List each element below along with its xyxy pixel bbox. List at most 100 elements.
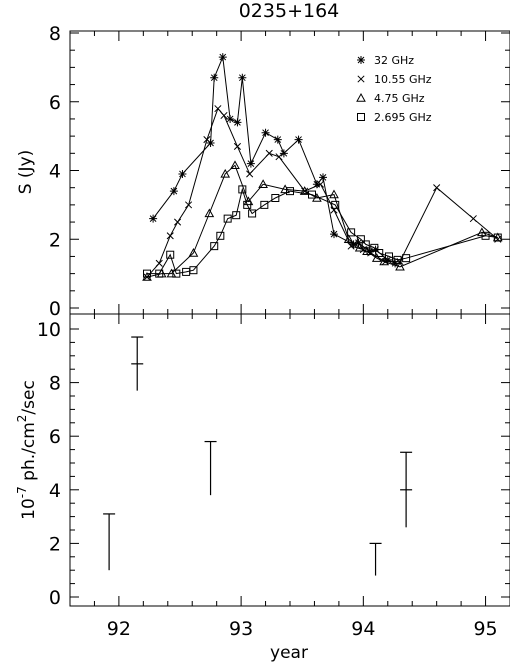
data-point-square [481, 231, 490, 240]
data-point-x [174, 218, 182, 226]
data-point-triangle [379, 256, 389, 266]
data-point-asterisk [279, 149, 288, 158]
bottom-y-axis-label: 10-7 ph./cm2/sec [15, 380, 39, 520]
data-point-triangle [299, 186, 310, 195]
data-point-square [493, 233, 502, 242]
data-point-x [214, 105, 222, 113]
data-point-square [216, 231, 225, 240]
data-point-triangle [395, 261, 405, 271]
bottom-y-tick-label: 6 [49, 426, 61, 448]
data-point-triangle [258, 179, 268, 188]
data-point-triangle [230, 160, 240, 170]
bottom-x-ticks: 92 93 94 95 [69, 314, 510, 640]
data-point-square [238, 185, 247, 194]
data-point-x [203, 136, 211, 144]
bottom-series-group [103, 336, 413, 576]
data-point-asterisk [206, 139, 215, 147]
legend-label: 4.75 GHz [374, 92, 425, 105]
data-point-x [347, 242, 355, 250]
data-point-asterisk [149, 214, 158, 223]
data-point-x [155, 259, 163, 267]
data-point-asterisk [169, 187, 178, 196]
data-point-square [286, 187, 294, 196]
data-point-asterisk [330, 230, 338, 239]
data-point-square [248, 209, 257, 218]
chart-title: 0235+164 [239, 0, 340, 22]
data-point-x [246, 170, 254, 178]
bottom-y-tick-label: 10 [37, 319, 61, 341]
data-point-square [260, 200, 269, 209]
data-point-asterisk [226, 114, 235, 123]
top-y-tick-label: 2 [49, 229, 61, 251]
data-point-square [271, 194, 280, 202]
data-point-square [393, 255, 402, 264]
top-series-group [142, 53, 503, 281]
data-point-square [347, 228, 356, 237]
legend-label: 10.55 GHz [374, 73, 432, 86]
x-tick-label: 95 [473, 618, 497, 640]
legend-marker-asterisk [357, 56, 365, 64]
data-point-asterisk [238, 73, 247, 82]
x-axis-label: year [270, 643, 308, 663]
data-point-x [433, 184, 441, 192]
data-point-triangle [343, 234, 354, 243]
top-y-axis-label: S (Jy) [16, 150, 36, 195]
data-point-square [189, 266, 198, 275]
bottom-y-tick-label: 2 [49, 533, 61, 555]
bottom-y-ticks: 0 2 4 6 8 10 [37, 319, 510, 609]
data-point-square [385, 252, 393, 261]
data-point-square [155, 269, 164, 278]
top-y-tick-label: 4 [49, 161, 61, 183]
legend-marker-triangle [356, 92, 366, 102]
data-point-square [232, 211, 241, 220]
data-point-square [166, 250, 175, 259]
bottom-plot-frame [69, 313, 510, 607]
data-point-x [265, 149, 273, 157]
data-point-triangle [362, 246, 372, 255]
data-point-triangle [280, 184, 290, 194]
data-point-square [243, 200, 252, 209]
series-line-3 [147, 187, 498, 275]
data-point-square [402, 254, 411, 263]
legend-marker-square [357, 113, 365, 121]
legend-marker-x [357, 75, 365, 83]
series-line-0 [152, 55, 396, 264]
series-line-2 [146, 164, 498, 278]
top-y-tick-label: 6 [49, 92, 61, 114]
data-point-asterisk [294, 135, 303, 144]
data-point-asterisk [233, 118, 242, 127]
legend: 32 GHz 10.55 GHz 4.75 GHz 2.695 GHz [356, 54, 432, 124]
x-tick-label: 92 [107, 618, 131, 640]
data-point-square [210, 242, 219, 251]
bottom-y-tick-label: 0 [49, 587, 61, 609]
bottom-y-tick-label: 4 [49, 480, 61, 502]
data-point-x [166, 232, 174, 240]
data-point-asterisk [261, 128, 270, 137]
data-point-asterisk [319, 173, 327, 182]
data-point-triangle [354, 242, 365, 252]
data-point-square [370, 243, 379, 252]
data-point-asterisk [312, 180, 321, 189]
data-point-triangle [220, 168, 231, 178]
data-point-triangle [329, 189, 339, 199]
data-point-asterisk [178, 169, 187, 178]
data-point-triangle [188, 247, 199, 257]
data-point-asterisk [273, 135, 282, 144]
series-line-1 [146, 107, 499, 278]
top-x-ticks [69, 31, 510, 314]
bottom-y-tick-label: 8 [49, 373, 61, 395]
data-point-x [233, 142, 241, 150]
x-tick-label: 94 [351, 618, 375, 640]
data-point-x [469, 215, 477, 223]
data-point-square [375, 249, 384, 257]
data-point-square [223, 214, 232, 223]
data-point-x [275, 153, 283, 161]
data-point-asterisk [246, 159, 255, 168]
data-point-triangle [166, 268, 177, 278]
data-point-x [220, 111, 228, 120]
top-plot-frame [69, 30, 510, 315]
data-point-triangle [204, 208, 215, 218]
data-point-x [185, 201, 193, 209]
data-point-square [331, 200, 340, 209]
